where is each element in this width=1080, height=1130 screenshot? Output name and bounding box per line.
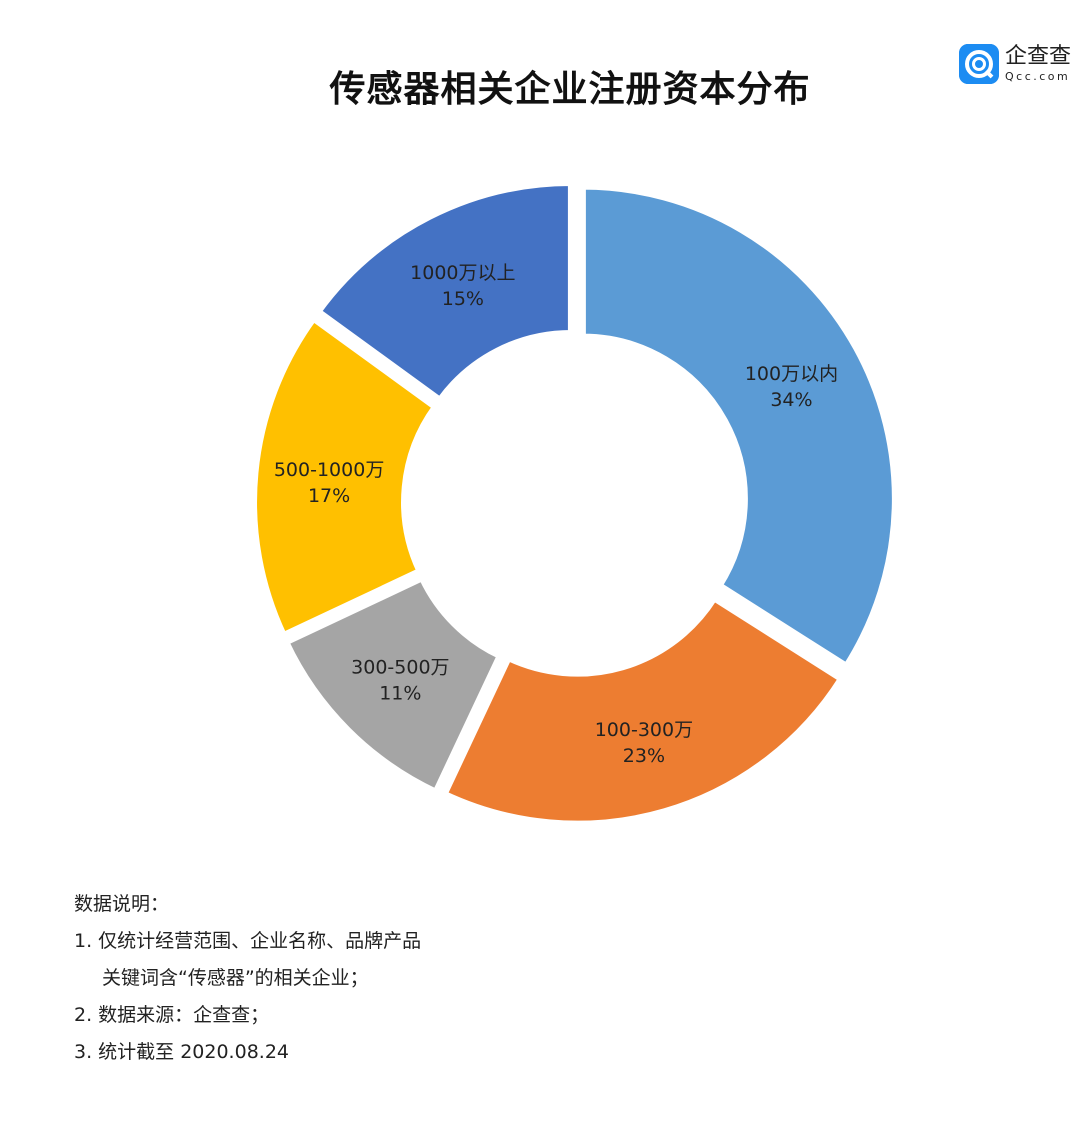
slice-1 bbox=[440, 594, 846, 827]
slice-category-label: 500-1000万 bbox=[274, 459, 384, 481]
donut-chart: 100万以内 34% 100-300万 23% 300-500万 11% 500-1000万… bbox=[251, 179, 898, 827]
notes-heading: 数据说明： bbox=[74, 893, 170, 915]
chart-title: 传感器相关企业注册资本分布 bbox=[329, 69, 811, 110]
slice-2 bbox=[282, 574, 504, 796]
slice-category-label: 300-500万 bbox=[351, 657, 449, 679]
slice-category-label: 100-300万 bbox=[595, 719, 693, 741]
slice-value-label: 11% bbox=[379, 683, 421, 705]
note-item: 3. 统计截至 2020.08.24 bbox=[74, 1041, 289, 1063]
slice-value-label: 15% bbox=[442, 288, 484, 310]
slice-category-label: 1000万以上 bbox=[410, 262, 515, 284]
logo-cn: 企查查 bbox=[1005, 44, 1072, 69]
logo-en: Qcc.com bbox=[1005, 70, 1071, 83]
slice-value-label: 34% bbox=[770, 389, 812, 411]
slice-0 bbox=[579, 183, 898, 670]
notes: 数据说明： 1. 仅统计经营范围、企业名称、品牌产品 关键词含“传感器”的相关企… bbox=[74, 886, 421, 1071]
slice-value-label: 23% bbox=[623, 745, 665, 767]
note-item: 2. 数据来源：企查查； bbox=[74, 1004, 270, 1026]
slice-category-label: 100万以内 bbox=[745, 363, 838, 385]
qcc-logo-icon bbox=[959, 44, 999, 84]
slice-value-label: 17% bbox=[308, 485, 350, 507]
slice-4 bbox=[314, 179, 574, 404]
slice-3 bbox=[251, 314, 440, 639]
note-item: 关键词含“传感器”的相关企业； bbox=[102, 967, 369, 989]
note-item: 1. 仅统计经营范围、企业名称、品牌产品 bbox=[74, 930, 422, 952]
qcc-logo: 企查查 Qcc.com bbox=[959, 44, 1071, 84]
